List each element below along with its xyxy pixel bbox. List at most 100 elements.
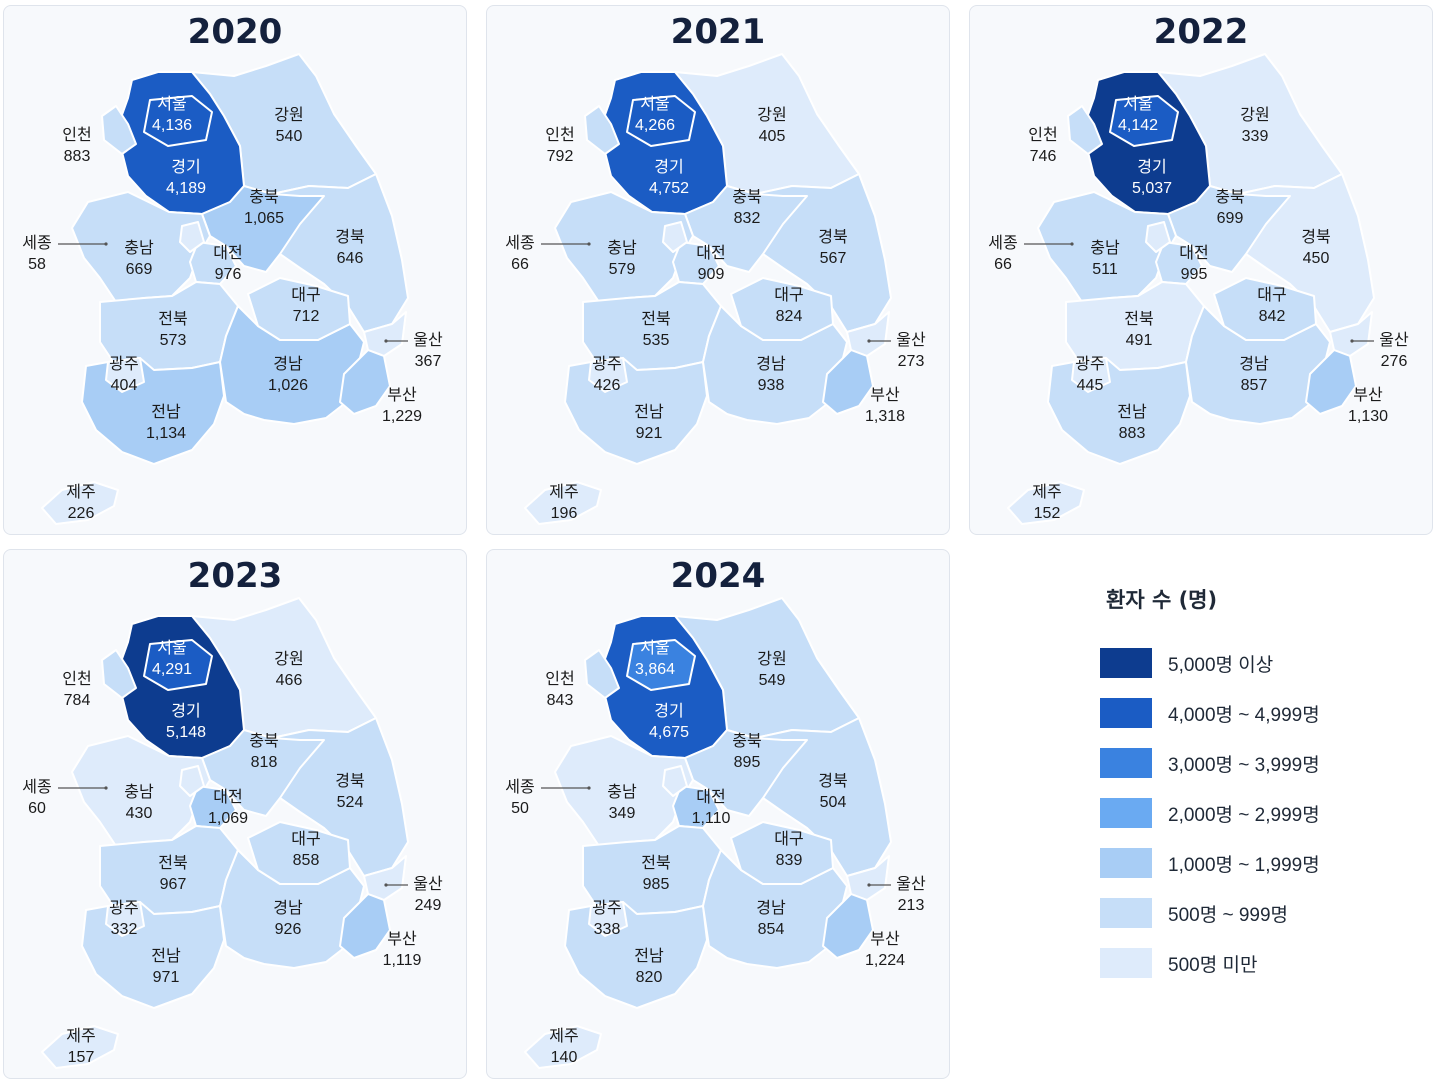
region-label-jeju: 제주 196 [549, 482, 578, 524]
region-value: 426 [593, 377, 621, 394]
region-value: 646 [336, 250, 364, 267]
region-daegu[interactable] [730, 277, 834, 341]
legend-item: 2,000명 ~ 2,999명 [1100, 788, 1400, 838]
region-gwangju[interactable] [588, 901, 628, 937]
region-value: 4,266 [634, 117, 676, 134]
region-label-gyeongbuk: 경북 524 [335, 771, 364, 813]
region-gwangju[interactable] [105, 901, 145, 937]
region-name: 인천 [545, 127, 575, 144]
region-label-jeonbuk: 전북 985 [641, 853, 670, 895]
region-label-chungbuk: 충북 699 [1215, 187, 1244, 229]
region-seoul[interactable] [626, 639, 696, 691]
region-name: 서울 [157, 96, 187, 113]
region-name: 세종 [505, 779, 535, 796]
region-name: 세종 [22, 235, 52, 252]
region-busan[interactable] [822, 893, 874, 959]
region-label-daegu: 대구 858 [291, 829, 320, 871]
region-name: 전북 [641, 311, 671, 328]
region-label-ulsan: 울산 213 [896, 874, 925, 916]
region-busan[interactable] [1305, 349, 1357, 415]
region-label-gyeongbuk: 경북 567 [818, 227, 847, 269]
region-gwangju[interactable] [1071, 357, 1111, 393]
region-seoul[interactable] [143, 639, 213, 691]
region-sejong[interactable] [179, 221, 205, 253]
region-seoul[interactable] [626, 95, 696, 147]
region-chungnam[interactable] [71, 191, 211, 303]
legend-label: 1,000명 ~ 1,999명 [1168, 854, 1320, 876]
region-value: 921 [635, 425, 663, 442]
region-name: 경북 [1301, 229, 1331, 246]
region-busan[interactable] [339, 349, 391, 415]
map-panel-2023: 2023 서울 4,291 경기 5,148 인천 784 강원 466 충북 818 충남 430 세종… [3, 549, 467, 1079]
region-daegu[interactable] [247, 277, 351, 341]
region-label-incheon: 인천 843 [545, 669, 574, 711]
region-seoul[interactable] [143, 95, 213, 147]
region-jeju[interactable] [1007, 481, 1085, 525]
region-jeju[interactable] [524, 1025, 602, 1069]
region-name: 강원 [1240, 107, 1270, 124]
region-incheon[interactable] [1067, 105, 1103, 155]
region-chungnam[interactable] [71, 735, 211, 847]
region-sejong[interactable] [662, 221, 688, 253]
region-chungnam[interactable] [554, 735, 694, 847]
region-label-jeju: 제주 152 [1032, 482, 1061, 524]
region-name: 충남 [1090, 240, 1120, 257]
region-label-gyeongbuk: 경북 504 [818, 771, 847, 813]
region-incheon[interactable] [584, 105, 620, 155]
region-label-jeju: 제주 140 [549, 1026, 578, 1068]
region-name: 강원 [757, 651, 787, 668]
region-daegu[interactable] [247, 821, 351, 885]
region-gwangju[interactable] [588, 357, 628, 393]
region-name: 광주 [592, 356, 622, 373]
region-jeju[interactable] [41, 1025, 119, 1069]
region-name: 충북 [732, 733, 762, 750]
region-value: 818 [250, 754, 278, 771]
region-name: 경남 [273, 900, 303, 917]
region-value: 1,130 [1347, 408, 1389, 425]
region-label-busan: 부산 1,130 [1348, 385, 1388, 427]
region-chungnam[interactable] [1037, 191, 1177, 303]
region-value: 66 [511, 256, 529, 273]
region-seoul[interactable] [1109, 95, 1179, 147]
region-value: 524 [336, 794, 364, 811]
region-name: 충남 [607, 240, 637, 257]
region-label-seoul: 서울 4,142 [1118, 94, 1158, 136]
region-gwangju[interactable] [105, 357, 145, 393]
region-busan[interactable] [339, 893, 391, 959]
region-incheon[interactable] [101, 105, 137, 155]
region-value: 976 [214, 266, 242, 283]
region-label-daejeon: 대전 995 [1179, 243, 1208, 285]
region-jeju[interactable] [41, 481, 119, 525]
region-daegu[interactable] [1213, 277, 1317, 341]
region-value: 367 [414, 353, 442, 370]
pointer-dot-sejong [104, 786, 108, 790]
map-panel-2022: 2022 서울 4,142 경기 5,037 인천 746 강원 339 충북 699 충남 511 세종… [969, 5, 1433, 535]
map-panel-2021: 2021 서울 4,266 경기 4,752 인천 792 강원 405 충북 832 충남 579 세종… [486, 5, 950, 535]
legend-swatch [1100, 648, 1152, 678]
region-name: 광주 [1075, 356, 1105, 373]
region-chungnam[interactable] [554, 191, 694, 303]
pointer-dot-ulsan [384, 339, 388, 343]
region-sejong[interactable] [1145, 221, 1171, 253]
region-value: 4,675 [648, 724, 690, 741]
pointer-dot-ulsan [384, 883, 388, 887]
region-incheon[interactable] [584, 649, 620, 699]
legend-items: 5,000명 이상 4,000명 ~ 4,999명 3,000명 ~ 3,999명 2… [1100, 638, 1400, 988]
region-jeju[interactable] [524, 481, 602, 525]
region-incheon[interactable] [101, 649, 137, 699]
region-label-gyeonggi: 경기 4,189 [166, 157, 206, 199]
region-busan[interactable] [822, 349, 874, 415]
region-daegu[interactable] [730, 821, 834, 885]
region-sejong[interactable] [179, 765, 205, 797]
region-sejong[interactable] [662, 765, 688, 797]
region-name: 전북 [158, 311, 188, 328]
region-label-busan: 부산 1,229 [382, 385, 422, 427]
region-value: 909 [697, 266, 725, 283]
region-label-sejong: 세종 66 [505, 233, 534, 275]
legend-swatch [1100, 748, 1152, 778]
region-value: 4,136 [151, 117, 193, 134]
region-label-gyeongnam: 경남 1,026 [268, 354, 308, 396]
region-name: 서울 [640, 96, 670, 113]
region-value: 854 [757, 921, 785, 938]
region-name: 경북 [818, 229, 848, 246]
